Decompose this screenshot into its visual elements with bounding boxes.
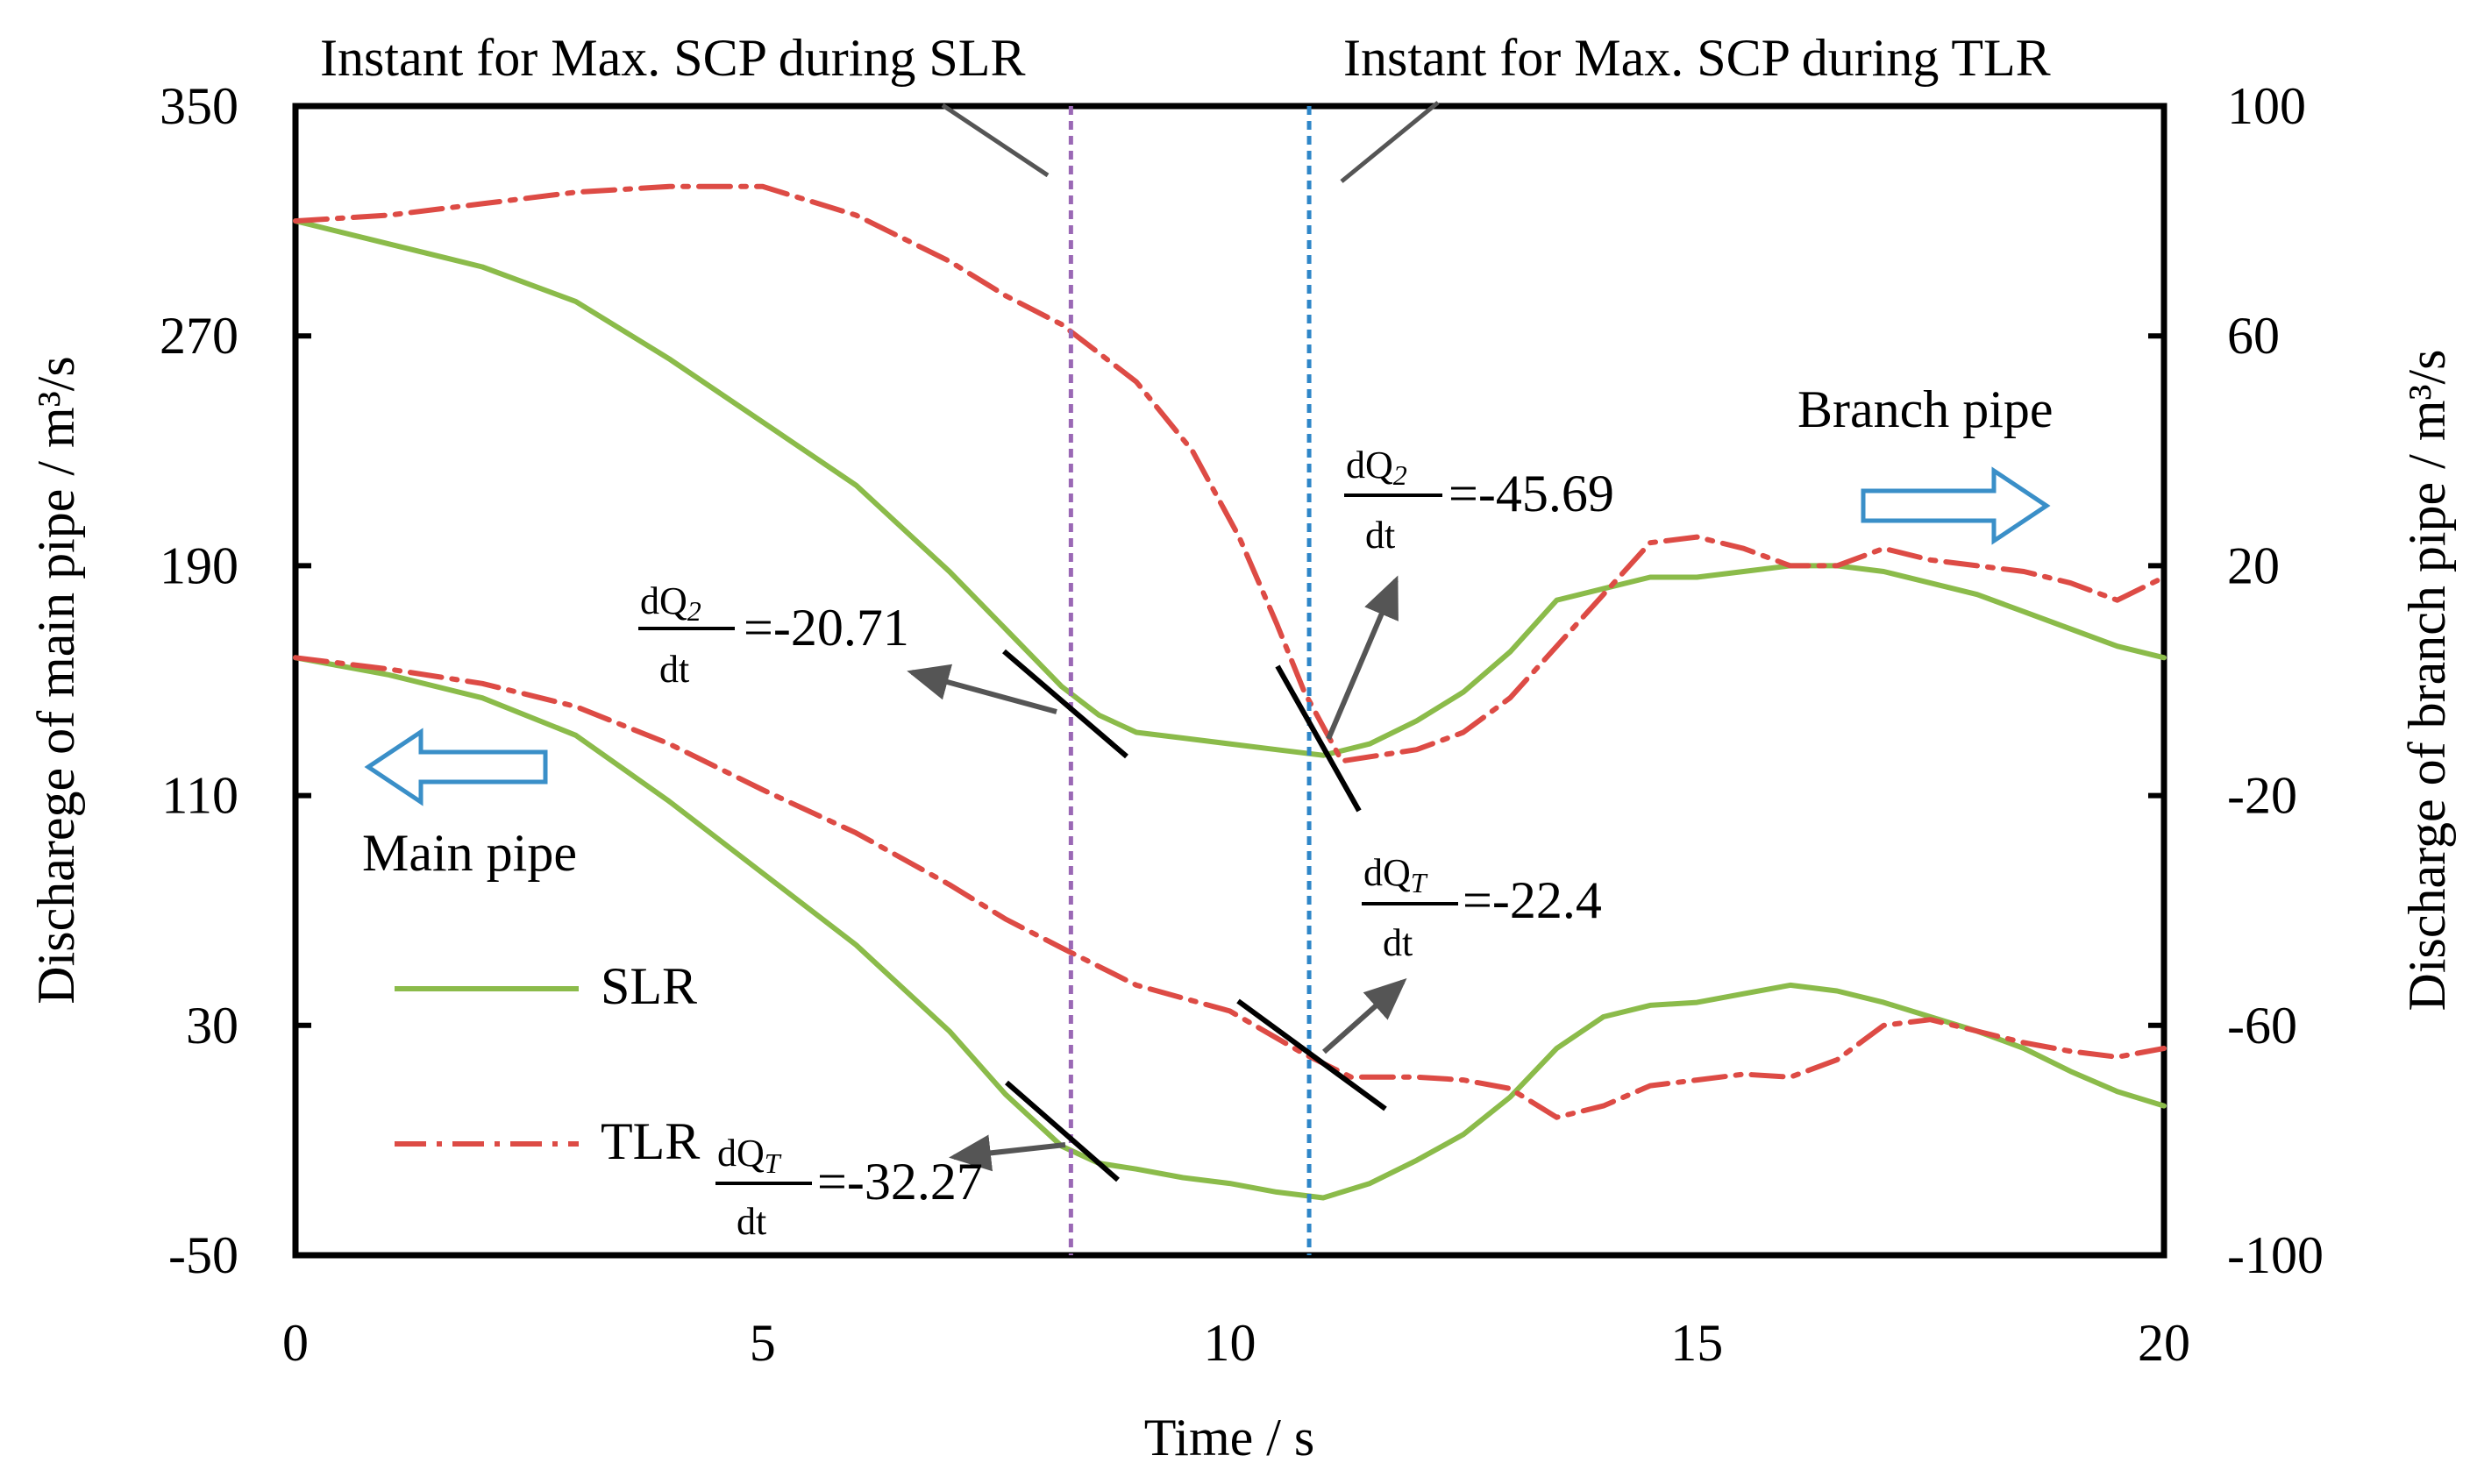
slope-3-num: dQ (1363, 851, 1411, 894)
tangent-tlr-branch (1275, 664, 1362, 813)
y-left-axis-title: Discharege of main pipe / m³/s (27, 356, 85, 1004)
slope-arrow-4 (949, 1134, 1066, 1172)
svg-text:dQT: dQT (1363, 851, 1428, 898)
slope-arrow-1 (907, 664, 1057, 714)
x-tick-label: 10 (1204, 1314, 1256, 1372)
series-slr-right (293, 218, 2167, 758)
main-pipe-arrow (364, 728, 548, 806)
tlr-marker-leader (1340, 101, 1440, 183)
slope-annotation-4: dQT dt =-32.27 (715, 1132, 983, 1243)
y-left-tick-label: 270 (160, 307, 238, 365)
series-tlr-left (293, 655, 2167, 1120)
slope-2-num: dQ (1346, 444, 1393, 486)
plot-frame (292, 103, 2167, 1259)
slope-3-sub: T (1411, 867, 1428, 898)
slope-1-sub: 2 (687, 595, 701, 627)
y-right-tick-label: -20 (2227, 767, 2297, 825)
slope-2-value: =-45.69 (1449, 465, 1614, 522)
slope-annotation-3: dQT dt =-22.4 (1362, 851, 1602, 964)
x-tick-label: 20 (2138, 1314, 2190, 1372)
slope-2-den: dt (1365, 514, 1395, 557)
y-left-tick-label: 110 (161, 767, 238, 825)
legend-slr-label: SLR (601, 957, 697, 1015)
y-right-tick-label: -60 (2227, 997, 2297, 1054)
y-right-tick-label: 60 (2227, 307, 2280, 365)
svg-text:dQT: dQT (717, 1132, 782, 1179)
slr-marker-leader (941, 103, 1050, 178)
y-left-tick-label: -50 (168, 1226, 238, 1284)
slope-3-value: =-22.4 (1463, 871, 1602, 929)
series-tlr-right (293, 183, 2167, 764)
axis-ticks: 350 270 190 110 30 -50 100 60 20 -20 -60 -100 0 5 10 15… (160, 77, 2324, 1372)
slope-2-sub: 2 (1393, 459, 1407, 491)
slope-4-value: =-32.27 (817, 1153, 983, 1211)
svg-text:dQ2: dQ2 (1346, 444, 1407, 491)
slope-annotation-2: dQ2 dt =-45.69 (1344, 444, 1614, 557)
x-tick-label: 0 (282, 1314, 309, 1372)
slope-arrow-2 (1326, 575, 1399, 741)
tangent-slr-branch (1002, 649, 1128, 759)
series-layer (293, 183, 2167, 1201)
legend-tlr-label: TLR (601, 1112, 700, 1170)
x-tick-label: 5 (750, 1314, 776, 1372)
series-slr-left (293, 655, 2167, 1201)
slope-arrow-3 (1322, 978, 1407, 1054)
slope-1-den: dt (659, 648, 689, 691)
branch-pipe-arrow (1861, 466, 2051, 545)
tangent-tlr-main (1236, 998, 1387, 1111)
y-left-tick-label: 30 (186, 997, 238, 1054)
y-right-tick-label: 20 (2227, 536, 2280, 594)
slope-4-num: dQ (717, 1132, 765, 1175)
y-right-axis-title: Discharge of branch pipe / m³/s (2398, 349, 2456, 1011)
branch-pipe-label: Branch pipe (1797, 380, 2054, 438)
y-right-tick-label: 100 (2227, 77, 2306, 135)
slope-4-den: dt (737, 1200, 766, 1243)
y-left-tick-label: 190 (160, 536, 238, 594)
slope-3-den: dt (1383, 921, 1413, 964)
y-left-tick-label: 350 (160, 77, 238, 135)
slope-annotation-1: dQ2 dt =-20.71 (638, 579, 909, 691)
legend: SLR TLR (395, 957, 700, 1170)
slope-4-sub: T (765, 1147, 782, 1179)
x-tick-label: 15 (1670, 1314, 1723, 1372)
tlr-marker-label: Instant for Max. SCP during TLR (1343, 29, 2051, 87)
main-pipe-label: Main pipe (362, 824, 577, 882)
slr-marker-label: Instant for Max. SCP during SLR (320, 29, 1025, 87)
svg-text:dQ2: dQ2 (640, 579, 701, 627)
x-axis-title: Time / s (1144, 1409, 1315, 1466)
slope-1-value: =-20.71 (744, 599, 909, 657)
slope-1-num: dQ (640, 579, 687, 622)
y-right-tick-label: -100 (2227, 1226, 2324, 1284)
tangent-slr-main (1005, 1080, 1120, 1182)
